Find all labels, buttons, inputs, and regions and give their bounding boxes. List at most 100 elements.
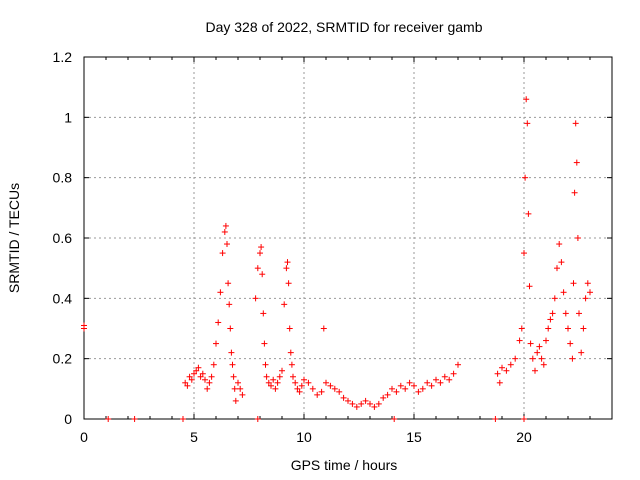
- data-point: [367, 400, 373, 407]
- data-point: [213, 340, 219, 347]
- data-point: [305, 379, 312, 386]
- data-point: [547, 316, 554, 323]
- y-tick-label: 1.2: [53, 49, 73, 65]
- data-point: [499, 364, 505, 371]
- data-point: [284, 259, 291, 266]
- data-point: [450, 370, 457, 377]
- data-point: [288, 361, 295, 368]
- data-point: [204, 385, 211, 392]
- data-point: [411, 382, 417, 389]
- data-point: [393, 388, 400, 395]
- data-point: [402, 385, 409, 392]
- data-point: [391, 416, 398, 422]
- data-point: [525, 210, 532, 217]
- data-point: [294, 385, 301, 392]
- data-point: [182, 379, 189, 386]
- data-point: [279, 367, 285, 374]
- data-point: [358, 400, 365, 407]
- data-point: [578, 349, 585, 356]
- data-point: [262, 361, 269, 368]
- data-point: [353, 403, 360, 410]
- data-point: [195, 364, 202, 371]
- data-point: [524, 120, 531, 127]
- data-point: [221, 228, 228, 235]
- y-axis-label: SRMTID / TECUs: [6, 183, 22, 293]
- data-point: [560, 289, 567, 296]
- data-point: [567, 340, 574, 347]
- y-tick-label: 0.8: [53, 170, 73, 186]
- y-tick-label: 0.6: [53, 230, 73, 246]
- data-point: [494, 370, 501, 377]
- data-point: [406, 379, 413, 386]
- data-point: [571, 189, 578, 196]
- data-point: [254, 265, 261, 272]
- data-point: [549, 310, 556, 317]
- x-axis-label: GPS time / hours: [291, 457, 398, 473]
- data-point: [81, 325, 87, 332]
- data-point: [419, 385, 426, 392]
- data-point: [268, 382, 274, 389]
- data-point: [193, 367, 200, 374]
- chart-title: Day 328 of 2022, SRMTID for receiver gam…: [205, 19, 482, 35]
- data-point: [281, 301, 288, 308]
- y-tick-label: 0.2: [53, 351, 73, 367]
- data-point: [225, 280, 232, 287]
- data-point: [219, 250, 226, 257]
- data-point: [197, 373, 204, 380]
- data-point: [229, 361, 236, 368]
- data-point: [235, 379, 241, 386]
- data-point: [188, 376, 195, 383]
- data-point: [380, 394, 387, 401]
- data-point: [254, 416, 261, 422]
- data-point: [105, 416, 112, 422]
- data-point: [290, 373, 296, 380]
- data-point: [503, 367, 510, 374]
- data-point: [276, 373, 283, 380]
- data-point: [274, 379, 281, 386]
- data-point: [272, 385, 279, 392]
- y-tick-label: 0.4: [53, 290, 73, 306]
- data-point: [265, 379, 272, 386]
- data-point: [545, 325, 552, 332]
- data-point: [131, 416, 138, 422]
- data-point: [538, 355, 545, 362]
- data-point: [523, 96, 530, 103]
- data-point: [298, 382, 305, 389]
- data-point: [543, 337, 549, 344]
- data-point: [208, 373, 215, 380]
- data-point: [257, 250, 263, 257]
- data-point: [521, 250, 527, 257]
- data-point: [492, 416, 499, 422]
- data-points: [81, 96, 593, 422]
- data-point: [283, 265, 290, 272]
- data-point: [562, 310, 569, 317]
- data-point: [362, 397, 369, 404]
- data-point: [384, 391, 391, 398]
- data-point: [375, 400, 382, 407]
- data-point: [512, 355, 519, 362]
- x-tick-label: 5: [190, 429, 198, 445]
- data-point: [437, 379, 444, 386]
- data-point: [227, 325, 234, 332]
- x-tick-label: 10: [296, 429, 312, 445]
- data-point: [199, 370, 206, 377]
- data-point: [327, 382, 334, 389]
- data-point: [323, 379, 329, 386]
- data-point: [428, 382, 435, 389]
- data-point: [389, 385, 395, 392]
- data-point: [331, 385, 338, 392]
- data-point: [336, 388, 343, 395]
- data-point: [576, 310, 582, 317]
- data-point: [522, 174, 529, 181]
- data-point: [349, 400, 356, 407]
- data-point: [397, 382, 404, 389]
- data-point: [527, 340, 534, 347]
- data-point: [540, 361, 547, 368]
- data-point: [285, 280, 292, 287]
- data-point: [287, 349, 294, 356]
- data-point: [340, 394, 347, 401]
- data-point: [565, 325, 571, 332]
